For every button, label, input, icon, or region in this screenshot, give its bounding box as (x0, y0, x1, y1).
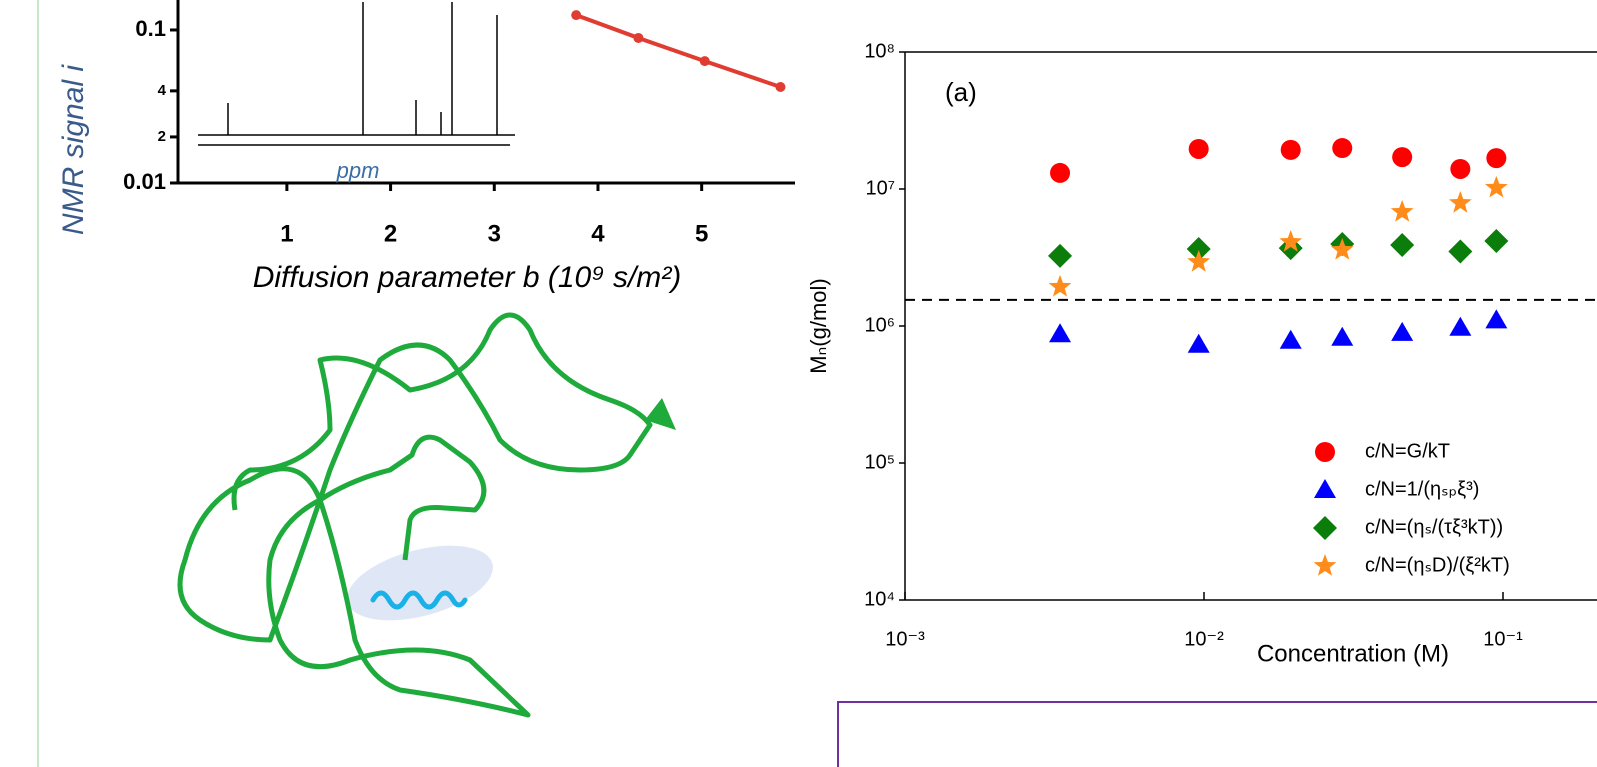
x-tick-label: 10⁻³ (885, 628, 925, 650)
polymer-coil (177, 312, 653, 718)
data-point (1486, 148, 1507, 169)
data-point (1390, 233, 1415, 258)
y-tick-label: 0.1 (135, 16, 166, 41)
data-point (1392, 147, 1413, 168)
text-box (837, 701, 1597, 767)
legend-label: c/N=(ηₛ/(τξ³kT)) (1365, 516, 1503, 538)
data-point (1450, 158, 1471, 179)
y-tick-label: 2 (158, 128, 166, 145)
x-tick-label: 10⁻¹ (1483, 628, 1523, 650)
data-point (1484, 175, 1508, 198)
data-point (1484, 229, 1509, 254)
molecule (370, 590, 468, 610)
x-tick-label: 10⁻² (1184, 628, 1224, 650)
data-point (1187, 333, 1210, 353)
annotation: ppm (336, 158, 380, 183)
data-point (1050, 162, 1071, 183)
legend-marker (1313, 516, 1337, 540)
y-tick-label: 10⁶ (865, 314, 895, 336)
data-point (1279, 329, 1302, 349)
data-line (575, 13, 782, 89)
data-point (775, 81, 786, 92)
annotation: (a) (945, 77, 977, 107)
legend-label: c/N=(ηₛD)/(ξ²kT) (1365, 554, 1510, 576)
x-tick-label: 5 (695, 220, 708, 247)
legend-marker (1314, 479, 1336, 498)
x-tick-label: 4 (591, 220, 605, 247)
x-tick-label: 3 (488, 220, 501, 247)
data-point (1187, 250, 1211, 272)
data-point (1186, 236, 1211, 261)
y-tick-label: 10⁸ (864, 40, 895, 62)
x-tick-label: 2 (384, 220, 397, 247)
data-point (633, 32, 644, 43)
data-point (1188, 138, 1209, 159)
arrow-head (645, 398, 676, 430)
data-point (1049, 323, 1072, 343)
y-tick-label: 0.01 (123, 169, 166, 194)
data-point (1449, 316, 1472, 336)
data-point (1280, 139, 1301, 160)
x-axis-label: Diffusion parameter b (10⁹ s/m²) (253, 261, 682, 294)
solvent-blob (347, 545, 493, 621)
x-tick-label: 1 (280, 220, 293, 247)
y-axis-label: NMR signal i (57, 64, 90, 235)
data-point (1048, 274, 1072, 297)
y-tick-label: 4 (158, 82, 167, 99)
data-point (1448, 191, 1472, 213)
spectrum-inset (198, 2, 515, 146)
data-point (1390, 199, 1414, 222)
data-point (1391, 321, 1414, 341)
y-tick-label: 10⁷ (866, 177, 895, 199)
data-point (1332, 138, 1353, 159)
data-point (1485, 309, 1508, 329)
legend-label: c/N=G/kT (1365, 440, 1450, 462)
data-point (1448, 239, 1473, 264)
data-point (1048, 243, 1073, 268)
y-tick-label: 10⁴ (864, 588, 895, 610)
data-point (571, 10, 582, 21)
data-point (699, 56, 710, 67)
data-point (1331, 326, 1354, 346)
y-axis-label: Mₙ(g/mol) (806, 278, 831, 374)
legend-marker (1315, 442, 1335, 462)
data-point (1330, 237, 1354, 260)
y-tick-label: 10⁵ (864, 451, 895, 473)
data-point (1279, 230, 1303, 252)
legend-label: c/N=1/(ηₛₚξ³) (1365, 478, 1479, 500)
legend-marker (1313, 554, 1337, 576)
x-axis-label: Concentration (M) (1257, 640, 1449, 667)
